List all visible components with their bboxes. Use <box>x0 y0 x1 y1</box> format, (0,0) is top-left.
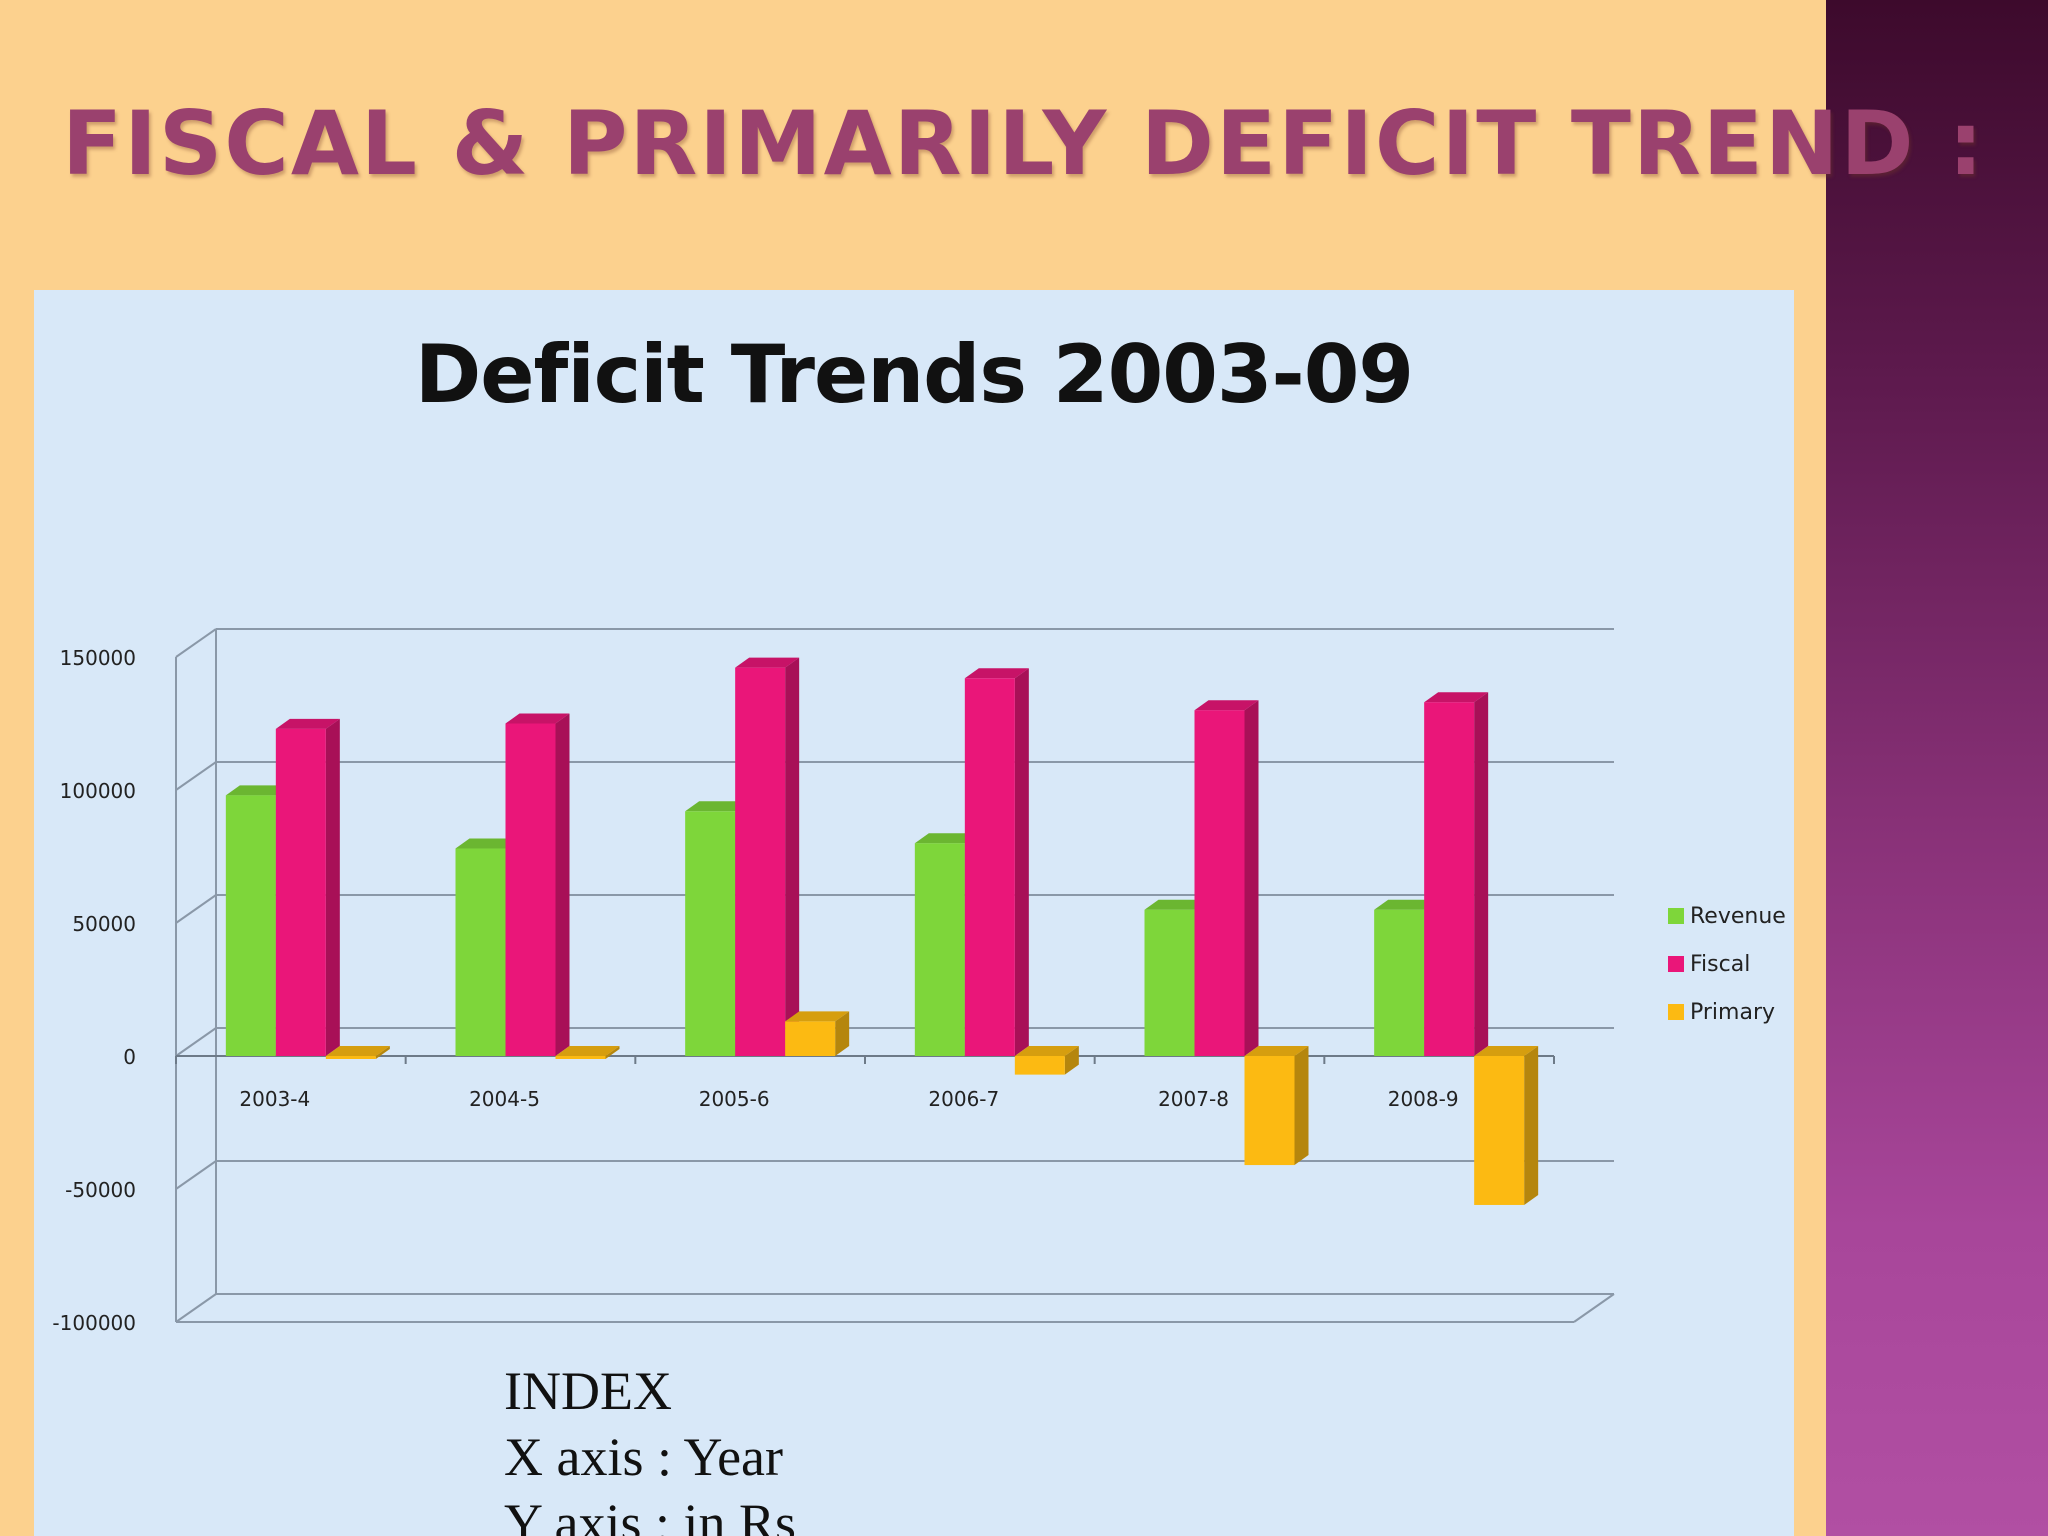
bar-primary <box>1244 1056 1295 1166</box>
bar-top-fiscal <box>735 657 800 668</box>
y-tick-label: -100000 <box>52 1311 136 1335</box>
bar-top-primary <box>785 1011 850 1022</box>
bar-side-fiscal <box>325 718 340 1056</box>
bar-top-fiscal <box>1424 692 1489 703</box>
x-tick-label: 2003-4 <box>239 1087 310 1111</box>
index-y-axis: Y axis : in Rs <box>504 1493 797 1536</box>
legend-label-revenue: Revenue <box>1690 904 1786 929</box>
bar-top-fiscal <box>964 668 1029 679</box>
x-tick-label: 2005-6 <box>699 1087 770 1111</box>
bar-top-fiscal <box>275 718 340 729</box>
legend-label-primary: Primary <box>1690 1000 1775 1025</box>
y-tick-label: -50000 <box>65 1178 136 1202</box>
bar-side-primary <box>605 1046 620 1059</box>
legend-swatch-fiscal <box>1668 956 1684 972</box>
gridline-depth <box>175 761 217 791</box>
bar-side-primary <box>1294 1046 1309 1166</box>
bar-top-revenue <box>914 833 979 844</box>
bar-revenue <box>455 848 506 1056</box>
y-tick-label: 0 <box>123 1045 136 1069</box>
bar-revenue <box>225 795 276 1056</box>
bar-revenue <box>1144 909 1195 1056</box>
bar-top-fiscal <box>505 713 570 724</box>
bar-fiscal <box>964 678 1015 1056</box>
bar-fiscal <box>275 728 326 1056</box>
chart-panel: Deficit Trends 2003-09 150000 100000 50000… <box>34 290 1794 1536</box>
x-tick-label: 2008-9 <box>1388 1087 1459 1111</box>
chart-title: Deficit Trends 2003-09 <box>414 328 1414 421</box>
bar-side-primary <box>1524 1046 1539 1205</box>
bar-fiscal <box>1424 702 1475 1056</box>
bar-side-fiscal <box>785 657 800 1056</box>
bar-primary <box>1474 1056 1525 1205</box>
legend-label-fiscal: Fiscal <box>1690 952 1750 977</box>
gridline-depth <box>175 1293 217 1323</box>
x-tick-label: 2006-7 <box>928 1087 999 1111</box>
bar-top-revenue <box>685 801 750 812</box>
x-tick-label: 2007-8 <box>1158 1087 1229 1111</box>
y-tick-label: 100000 <box>60 779 136 803</box>
floor-side-edge <box>1573 1293 1615 1323</box>
bar-top-primary <box>325 1046 390 1056</box>
gridline-depth <box>175 1027 217 1057</box>
bar-top-primary <box>1014 1046 1079 1056</box>
bar-side-fiscal <box>1474 692 1489 1056</box>
bar-fiscal <box>735 667 786 1056</box>
bar-side-fiscal <box>1244 700 1259 1056</box>
bar-revenue <box>685 811 736 1056</box>
deficit-bar-chart: 150000 100000 50000 0 -50000 -100000 2003-4 200… <box>52 628 1786 1335</box>
bar-primary <box>325 1056 376 1059</box>
bar-revenue <box>1374 909 1425 1056</box>
legend-swatch-revenue <box>1668 908 1684 924</box>
bar-fiscal <box>505 723 556 1056</box>
index-x-axis: X axis : Year <box>504 1427 783 1487</box>
index-note: INDEX X axis : Year Y axis : in Rs <box>504 1358 796 1536</box>
gridline-depth <box>175 1160 217 1190</box>
bar-side-fiscal <box>1014 668 1029 1056</box>
index-heading: INDEX <box>504 1361 672 1421</box>
bar-top-primary <box>1244 1046 1309 1056</box>
bar-side-primary <box>375 1046 390 1059</box>
y-tick-label: 50000 <box>72 912 136 936</box>
legend-swatch-primary <box>1668 1004 1684 1020</box>
bar-top-revenue <box>225 785 290 796</box>
x-tick-label: 2004-5 <box>469 1087 540 1111</box>
bar-side-primary <box>835 1011 850 1056</box>
bar-primary <box>1014 1056 1065 1075</box>
bar-primary <box>555 1056 606 1059</box>
bar-top-revenue <box>1144 899 1209 910</box>
bar-side-primary <box>1064 1046 1079 1075</box>
gridline-depth <box>175 628 217 658</box>
bar-side-fiscal <box>555 713 570 1056</box>
bar-fiscal <box>1194 710 1245 1056</box>
bar-top-revenue <box>455 838 520 849</box>
bar-top-primary <box>555 1046 620 1056</box>
slide-title: FISCAL & PRIMARILY DEFICIT TREND : <box>62 92 1986 195</box>
bar-primary <box>785 1021 836 1056</box>
gridline-depth <box>175 894 217 924</box>
decorative-side-band <box>1826 0 2048 1536</box>
bar-top-fiscal <box>1194 700 1259 711</box>
bar-top-primary <box>1474 1046 1539 1056</box>
bar-revenue <box>914 843 965 1056</box>
bar-top-revenue <box>1374 899 1439 910</box>
y-tick-label: 150000 <box>60 646 136 670</box>
